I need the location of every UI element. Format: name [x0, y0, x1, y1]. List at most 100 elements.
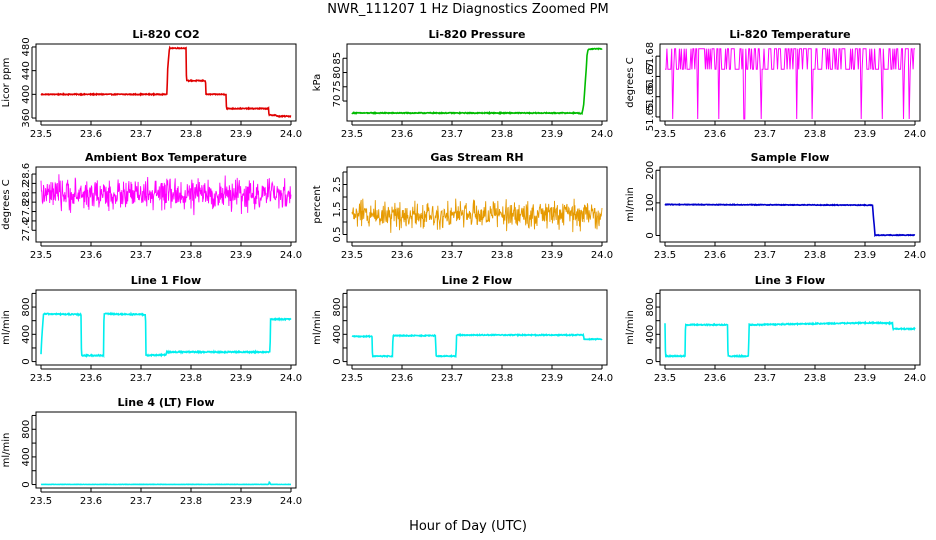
y-tick-label: 2.5: [332, 177, 343, 193]
y-tick-label: 28.2: [21, 182, 32, 204]
x-tick-label: 24.0: [280, 250, 302, 261]
y-tick-label: 480: [21, 37, 32, 56]
plot-frame: [346, 43, 608, 122]
plot-frame: [35, 289, 297, 366]
plot-frame: [659, 43, 921, 122]
x-tick-label: 23.9: [854, 250, 876, 261]
x-tick-label: 23.9: [541, 250, 563, 261]
x-tick-label: 23.6: [391, 373, 413, 384]
panel-0: Li-820 CO2 23.5 23.6 23.7 23.8 23.9 24.0 360 400…: [1, 28, 302, 140]
x-tick-label: 23.9: [230, 373, 252, 384]
x-tick-label: 23.8: [491, 129, 513, 140]
series-line: [351, 198, 603, 233]
panel-9: Line 4 (LT) Flow 23.5 23.6 23.7 23.8 23.9 24.0…: [1, 396, 302, 507]
x-tick-label: 24.0: [904, 373, 926, 384]
x-tick-label: 23.9: [230, 496, 252, 507]
y-tick-label: 0: [21, 481, 32, 487]
x-tick-label: 23.6: [704, 373, 726, 384]
data-series: [351, 332, 603, 359]
x-tick-label: 23.9: [230, 250, 252, 261]
y-tick-label: 0: [645, 232, 656, 238]
y-tick-label: 400: [21, 85, 32, 104]
x-tick-label: 23.5: [30, 496, 52, 507]
panel-6: Line 1 Flow 23.5 23.6 23.7 23.8 23.9 24.0 0 400 8…: [1, 274, 302, 384]
x-tick-label: 23.5: [654, 250, 676, 261]
y-tick-label: 51.67: [645, 62, 656, 91]
y-tick-label: 0: [21, 358, 32, 364]
data-series: [351, 198, 603, 233]
x-tick-label: 23.7: [754, 373, 776, 384]
x-tick-label: 23.5: [30, 373, 52, 384]
x-tick-label: 23.5: [654, 129, 676, 140]
y-tick-label: 51.65: [645, 103, 656, 132]
x-tick-label: 23.5: [30, 129, 52, 140]
y-axis-label: Licor ppm: [1, 58, 12, 108]
y-axis-label: ml/min: [312, 310, 323, 345]
series-line: [665, 48, 915, 120]
panel-7: Line 2 Flow 23.5 23.6 23.7 23.8 23.9 24.0 0 400 8…: [312, 274, 613, 384]
panel-8: Line 3 Flow 23.5 23.6 23.7 23.8 23.9 24.0 0 400 8…: [625, 274, 926, 384]
x-tick-label: 23.6: [391, 129, 413, 140]
x-tick-label: 23.6: [704, 250, 726, 261]
data-series: [664, 320, 916, 359]
panel-2: Li-820 Temperature 23.5 23.6 23.7 23.8 23.9 24…: [625, 28, 926, 140]
x-tick-label: 23.7: [441, 373, 463, 384]
panel-title: Li-820 Pressure: [429, 28, 526, 41]
x-tick-label: 23.9: [541, 129, 563, 140]
panel-title: Gas Stream RH: [430, 151, 523, 164]
x-tick-label: 23.8: [491, 250, 513, 261]
y-tick-label: 75: [332, 80, 343, 93]
x-tick-label: 23.9: [230, 129, 252, 140]
x-tick-label: 23.7: [754, 129, 776, 140]
panel-4: Gas Stream RH 23.5 23.6 23.7 23.8 23.9 24.0 0.5…: [312, 151, 613, 261]
x-tick-label: 23.7: [130, 250, 152, 261]
x-tick-label: 24.0: [591, 129, 613, 140]
x-tick-label: 24.0: [904, 250, 926, 261]
x-tick-label: 23.5: [341, 250, 363, 261]
y-tick-label: 100: [645, 193, 656, 212]
panel-title: Ambient Box Temperature: [85, 151, 247, 164]
x-tick-label: 23.6: [80, 496, 102, 507]
y-tick-label: 800: [21, 297, 32, 316]
x-tick-label: 23.6: [391, 250, 413, 261]
y-axis-label: ml/min: [625, 187, 636, 222]
x-tick-label: 23.8: [180, 373, 202, 384]
x-tick-label: 23.7: [441, 129, 463, 140]
data-series: [665, 48, 915, 120]
figure-title: NWR_111207 1 Hz Diagnostics Zoomed PM: [327, 2, 609, 17]
panel-5: Sample Flow 23.5 23.6 23.7 23.8 23.9 24.0 0 100 2…: [625, 151, 926, 261]
x-tick-label: 23.8: [180, 129, 202, 140]
x-tick-label: 24.0: [591, 373, 613, 384]
panel-title: Sample Flow: [751, 151, 830, 164]
y-tick-label: 0.5: [332, 227, 343, 243]
panel-title: Li-820 Temperature: [729, 28, 850, 41]
series-line: [351, 47, 603, 116]
y-tick-label: 27.4: [21, 219, 32, 241]
x-tick-label: 23.5: [654, 373, 676, 384]
plot-frame: [35, 166, 297, 243]
x-tick-label: 23.7: [754, 250, 776, 261]
y-tick-label: 80: [332, 66, 343, 79]
series-line: [664, 320, 916, 359]
plot-frame: [35, 411, 297, 489]
y-axis-label: percent: [312, 185, 323, 223]
series-line: [40, 174, 292, 216]
y-tick-label: 0: [332, 358, 343, 364]
y-tick-label: 0: [645, 358, 656, 364]
series-line: [40, 311, 292, 359]
y-tick-label: 27.8: [21, 200, 32, 222]
panel-1: Li-820 Pressure 23.5 23.6 23.7 23.8 23.9 24.0 7…: [312, 28, 613, 140]
y-tick-label: 800: [21, 420, 32, 439]
plot-frame: [35, 43, 297, 122]
x-tick-label: 23.5: [341, 373, 363, 384]
x-tick-label: 23.6: [704, 129, 726, 140]
x-tick-label: 23.9: [854, 373, 876, 384]
panel-title: Line 2 Flow: [442, 274, 512, 287]
x-tick-label: 23.6: [80, 373, 102, 384]
y-tick-label: 51.66: [645, 82, 656, 111]
series-line: [40, 45, 292, 119]
panel-title: Line 3 Flow: [755, 274, 825, 287]
plot-frame: [659, 289, 921, 366]
y-tick-label: 28.6: [21, 163, 32, 185]
